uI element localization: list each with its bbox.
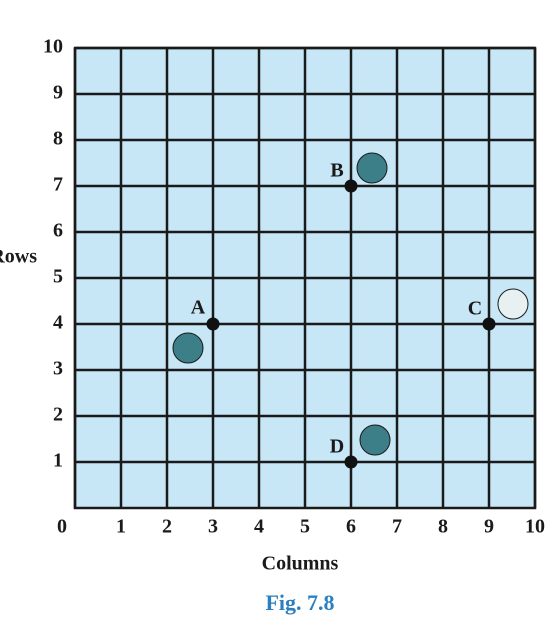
y-tick-label: 4: [53, 312, 63, 334]
x-tick-label: 2: [162, 516, 172, 538]
caption: Fig. 7.8: [265, 590, 334, 615]
point-label: D: [330, 436, 344, 458]
y-tick-label: 10: [43, 36, 63, 58]
point: [206, 317, 220, 331]
x-tick-label: 6: [346, 516, 356, 538]
y-tick-label: 7: [53, 174, 63, 196]
x-tick-label: 0: [57, 516, 67, 538]
point: [482, 317, 496, 331]
face-icon: [497, 288, 529, 320]
x-tick-label: 1: [116, 516, 126, 538]
x-tick-label: 9: [484, 516, 494, 538]
y-tick-label: 3: [53, 358, 63, 380]
face-icon: [359, 424, 391, 456]
x-axis-label: Columns: [262, 553, 339, 575]
y-tick-label: 1: [53, 450, 63, 472]
point-label: C: [468, 298, 482, 320]
face-icons: [172, 152, 529, 456]
y-tick-label: 5: [53, 266, 63, 288]
point: [344, 179, 358, 193]
x-tick-label: 5: [300, 516, 310, 538]
point-label: A: [191, 297, 206, 319]
x-tick-label: 10: [525, 516, 545, 538]
x-tick-label: 3: [208, 516, 218, 538]
x-tick-label: 8: [438, 516, 448, 538]
y-tick-label: 2: [53, 404, 63, 426]
grid: [73, 46, 537, 508]
face-icon: [356, 152, 388, 184]
x-tick-label: 4: [254, 516, 264, 538]
y-tick-label: 6: [53, 220, 63, 242]
face-icon: [172, 332, 204, 364]
x-tick-label: 7: [392, 516, 402, 538]
y-axis-label: Rows: [0, 246, 37, 268]
y-tick-label: 9: [53, 82, 63, 104]
point-label: B: [330, 160, 343, 182]
y-tick-label: 8: [53, 128, 63, 150]
point: [344, 455, 358, 469]
